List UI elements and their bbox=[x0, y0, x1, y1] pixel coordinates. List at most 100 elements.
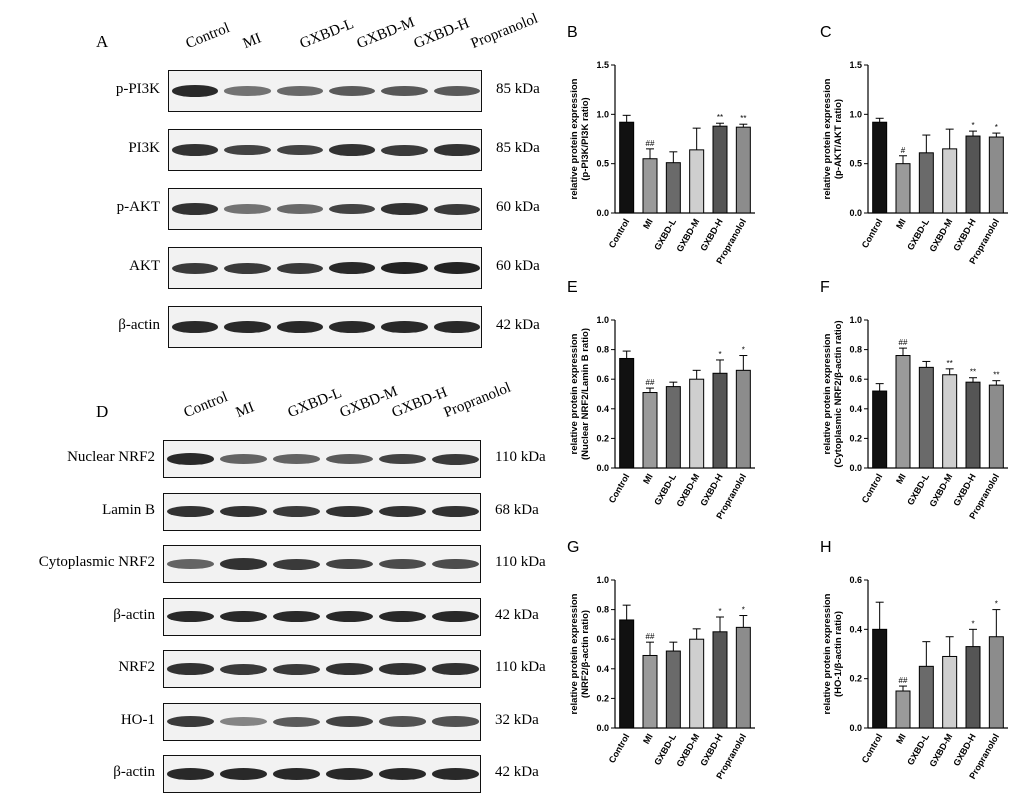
blot-membrane bbox=[163, 492, 481, 531]
blot-band bbox=[326, 663, 373, 675]
blot-band bbox=[433, 203, 480, 215]
blot-band bbox=[329, 144, 376, 156]
blot-band bbox=[273, 768, 320, 780]
bar bbox=[712, 631, 728, 729]
blot-band bbox=[167, 768, 214, 780]
blot-band bbox=[379, 768, 426, 780]
y-tick-label: 0.2 bbox=[849, 433, 862, 443]
blot-band bbox=[167, 716, 214, 727]
blot-kda-label: 110 kDa bbox=[495, 449, 546, 465]
blot-membrane bbox=[163, 702, 481, 741]
x-tick-label: Control bbox=[607, 217, 632, 250]
y-axis-label: relative protein expression bbox=[822, 78, 833, 199]
bar bbox=[642, 654, 658, 729]
panel-letter: F bbox=[820, 279, 830, 296]
blot-band bbox=[172, 262, 219, 274]
blot-kda-label: 42 kDa bbox=[496, 317, 540, 333]
blot-kda-label: 60 kDa bbox=[496, 258, 540, 274]
blot-row-label: Nuclear NRF2 bbox=[67, 449, 155, 465]
y-tick-label: 0.4 bbox=[849, 624, 862, 634]
blot-band bbox=[381, 85, 428, 97]
significance-mark: * bbox=[971, 121, 974, 130]
blot-row-label: p-PI3K bbox=[115, 81, 160, 97]
blot-membrane bbox=[168, 247, 482, 289]
y-tick-label: 0.8 bbox=[849, 345, 862, 355]
blot-band bbox=[381, 262, 428, 274]
significance-mark: ** bbox=[970, 368, 976, 377]
blot-band bbox=[326, 558, 373, 570]
lane-label-2: GXBD-L bbox=[285, 385, 345, 422]
blot-membrane bbox=[163, 650, 481, 688]
blot-row-label: p-AKT bbox=[116, 199, 160, 215]
significance-mark: * bbox=[718, 350, 721, 359]
blot-membrane bbox=[168, 188, 482, 230]
blot-band bbox=[172, 85, 219, 97]
panel-a-letter: A bbox=[96, 32, 109, 51]
significance-mark: ## bbox=[899, 676, 908, 685]
bar bbox=[872, 628, 888, 729]
blot-band bbox=[381, 144, 428, 156]
bar bbox=[895, 163, 911, 214]
blot-band bbox=[379, 610, 426, 623]
panel-letter: C bbox=[820, 24, 832, 41]
blot-band bbox=[326, 716, 373, 727]
blot-band bbox=[379, 558, 426, 570]
y-axis-label: (Cytoplasmic NRF2/β-actin ratio) bbox=[833, 320, 844, 467]
panel-letter: H bbox=[820, 539, 832, 556]
blot-row-label: β-actin bbox=[118, 317, 160, 333]
y-tick-label: 1.0 bbox=[596, 575, 609, 585]
significance-mark: * bbox=[995, 123, 998, 132]
blot-membrane bbox=[163, 545, 481, 583]
blot-row-label: PI3K bbox=[128, 140, 160, 156]
blot-band bbox=[379, 663, 426, 675]
significance-mark: * bbox=[995, 600, 998, 609]
significance-mark: ** bbox=[993, 371, 999, 380]
y-axis-label: (p-AKT/AKT ratio) bbox=[833, 99, 844, 179]
y-tick-label: 1.0 bbox=[849, 109, 862, 119]
blot-band bbox=[329, 203, 376, 215]
bar bbox=[965, 646, 981, 729]
y-tick-label: 0.2 bbox=[596, 693, 609, 703]
x-tick-label: MI bbox=[641, 472, 655, 486]
bar bbox=[712, 125, 728, 214]
panel-letter: G bbox=[567, 539, 579, 556]
significance-mark: * bbox=[971, 619, 974, 628]
bar bbox=[942, 655, 958, 729]
blot-row-label: β-actin bbox=[113, 764, 155, 780]
x-tick-label: MI bbox=[641, 732, 655, 746]
y-tick-label: 0.4 bbox=[596, 664, 609, 674]
bar bbox=[918, 152, 934, 214]
blot-membrane bbox=[163, 440, 481, 478]
blot-band bbox=[220, 768, 267, 780]
lane-label-3: GXBD-M bbox=[337, 383, 401, 422]
bar bbox=[619, 619, 635, 729]
blot-band bbox=[326, 454, 373, 464]
y-axis-label: relative protein expression bbox=[822, 593, 833, 714]
blot-kda-label: 42 kDa bbox=[495, 764, 539, 780]
x-tick-label: GXBD-L bbox=[652, 732, 678, 767]
blot-kda-label: 32 kDa bbox=[495, 711, 539, 728]
lane-label-0: Control bbox=[183, 20, 233, 53]
bar bbox=[619, 357, 635, 469]
bar bbox=[872, 390, 888, 469]
blot-band bbox=[224, 144, 271, 156]
blot-band bbox=[273, 663, 320, 675]
panel-letter: E bbox=[567, 279, 578, 296]
significance-mark: * bbox=[742, 606, 745, 615]
lane-label-1: MI bbox=[233, 399, 257, 422]
x-tick-label: GXBD-L bbox=[905, 217, 931, 252]
significance-mark: ## bbox=[899, 338, 908, 347]
significance-mark: ## bbox=[646, 378, 655, 387]
blot-band bbox=[224, 262, 271, 274]
blot-band bbox=[433, 262, 480, 274]
y-tick-label: 0.5 bbox=[596, 159, 609, 169]
blot-kda-label: 42 kDa bbox=[495, 606, 539, 623]
blot-band bbox=[224, 321, 271, 333]
blot-band bbox=[276, 204, 323, 214]
blot-band bbox=[167, 610, 214, 623]
